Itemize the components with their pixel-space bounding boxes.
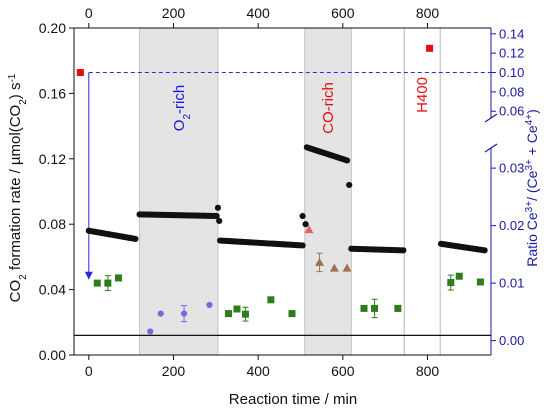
data-point-s0-128 xyxy=(343,157,351,164)
data-point-s0-106 xyxy=(299,242,306,249)
y-tick-label-0: 0.00 xyxy=(39,347,66,363)
y2-upper-tick-label-0: 0.06 xyxy=(499,104,524,119)
data-point-s1-2 xyxy=(114,274,122,282)
data-points xyxy=(76,44,488,335)
region-labels: O2-rich CO-rich H400 xyxy=(171,77,431,134)
x-tick-label-3: 600 xyxy=(331,363,355,379)
data-point-s3-0 xyxy=(304,225,314,234)
data-point-s0-180 xyxy=(299,212,306,220)
x-top-tick-label-3: 600 xyxy=(331,5,355,21)
x-tick-label-1: 200 xyxy=(162,363,186,379)
y-tick-label-1: 0.04 xyxy=(39,282,66,298)
x-axis-title: Reaction time / min xyxy=(229,391,357,408)
x-top-tick-label-4: 800 xyxy=(416,5,440,21)
x-top-tick-label-0: 0 xyxy=(85,5,93,21)
data-point-s1-8 xyxy=(360,304,368,312)
data-point-s2-3 xyxy=(206,301,213,309)
data-point-s1-12 xyxy=(455,272,463,280)
data-point-s1-13 xyxy=(476,278,484,286)
data-point-s1-4 xyxy=(233,305,241,313)
data-point-s2-0 xyxy=(147,328,154,335)
x-tick-label-4: 800 xyxy=(416,363,440,379)
data-point-s4-1 xyxy=(329,263,339,272)
data-point-s1-9 xyxy=(371,304,379,312)
y-tick-label-5: 0.20 xyxy=(39,20,66,36)
y-tick-label-3: 0.12 xyxy=(39,151,66,167)
data-point-s1-7 xyxy=(288,310,296,318)
reference-lines xyxy=(74,72,491,336)
data-point-s1-0 xyxy=(93,279,101,287)
data-point-s5-0 xyxy=(76,69,84,77)
region-label-2: CO-rich xyxy=(320,82,337,134)
y2-lower-tick-label-0: 0.00 xyxy=(499,333,524,348)
data-point-s0-177 xyxy=(481,247,488,254)
vertical-marker-lines xyxy=(403,28,441,355)
data-point-s1-5 xyxy=(241,310,249,318)
y2-upper-tick-label-2: 0.10 xyxy=(499,65,524,80)
axis-break-mark-1 xyxy=(484,113,498,123)
arrow-head xyxy=(84,271,93,280)
y2-lower-tick-label-2: 0.02 xyxy=(499,218,524,233)
region-label-1: O2-rich xyxy=(171,85,193,131)
plot-frame xyxy=(73,27,498,356)
h400-label: H400 xyxy=(414,77,431,113)
data-point-s2-2 xyxy=(180,310,188,317)
data-point-s0-24 xyxy=(132,235,139,243)
data-point-s0-181 xyxy=(302,221,309,228)
x-top-tick-label-1: 200 xyxy=(162,5,186,21)
shaded-regions xyxy=(139,27,352,356)
data-point-s4-0 xyxy=(315,257,325,266)
y2-upper-tick-label-1: 0.08 xyxy=(499,84,524,99)
axis-break-mark-2 xyxy=(484,143,498,153)
data-point-s1-6 xyxy=(267,296,275,304)
y-tick-label-2: 0.08 xyxy=(39,216,66,232)
axes: 0 200 400 600 800 0 200 400 600 800 0.00 0.04 0.08 0.… xyxy=(39,5,525,379)
data-point-s0-64 xyxy=(213,212,220,220)
data-point-s1-3 xyxy=(225,310,233,318)
data-point-s0-155 xyxy=(400,247,407,254)
y2-lower-tick-label-1: 0.01 xyxy=(499,276,524,291)
y2-upper-tick-label-3: 0.12 xyxy=(499,46,524,61)
x-top-tick-label-2: 400 xyxy=(246,5,270,21)
data-point-s5-1 xyxy=(426,44,434,52)
data-point-s4-2 xyxy=(342,263,352,272)
x-tick-label-2: 400 xyxy=(246,363,270,379)
data-point-s1-11 xyxy=(447,279,455,287)
shaded-region-1 xyxy=(139,27,219,356)
y-axis-title: CO2 formation rate / µmol(CO2) s-1 xyxy=(7,73,29,302)
data-point-s0-179 xyxy=(216,217,223,225)
y2-axis-title: Ratio Ce3+/ (Ce3+ + Ce4+) xyxy=(524,109,541,267)
data-point-s2-1 xyxy=(157,310,164,317)
data-point-s1-1 xyxy=(104,279,112,287)
data-point-s0-178 xyxy=(214,204,222,211)
shaded-region-2 xyxy=(304,27,352,356)
data-point-s0-182 xyxy=(346,181,353,189)
y-tick-label-4: 0.16 xyxy=(39,85,66,101)
x-tick-label-0: 0 xyxy=(85,363,93,379)
data-point-s1-10 xyxy=(394,304,402,312)
y2-lower-tick-label-3: 0.03 xyxy=(499,161,524,176)
y2-upper-tick-label-4: 0.14 xyxy=(499,26,524,41)
